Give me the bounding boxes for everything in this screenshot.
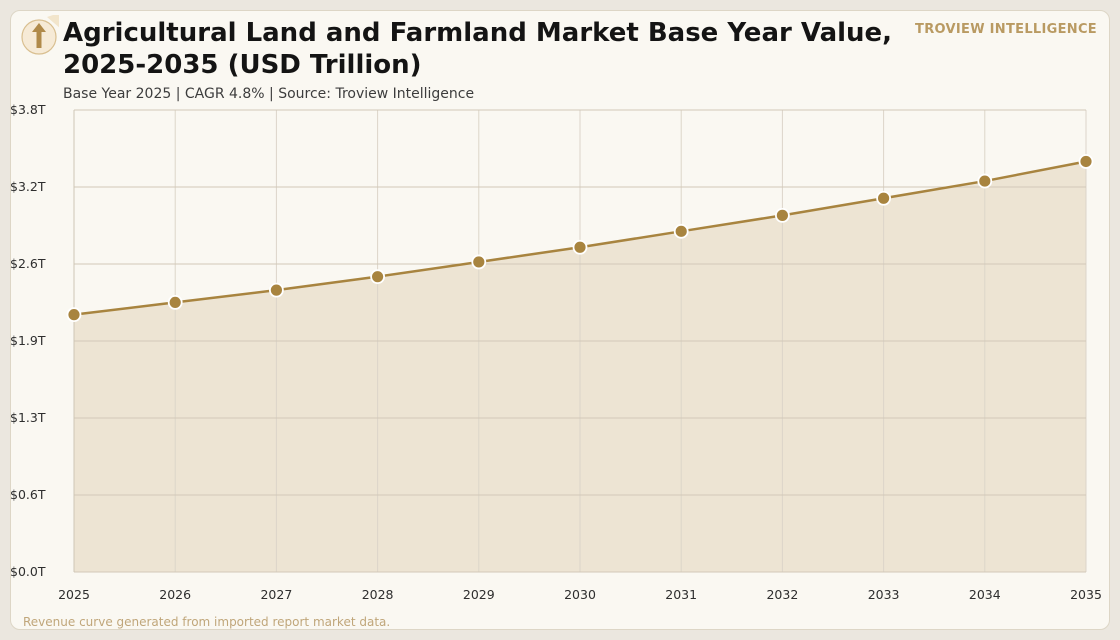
- x-tick-label: 2034: [969, 587, 1001, 602]
- x-tick-label: 2029: [463, 587, 495, 602]
- x-tick-label: 2032: [766, 587, 798, 602]
- x-tick-label: 2030: [564, 587, 596, 602]
- data-point: [572, 239, 588, 255]
- x-tick-label: 2031: [665, 587, 697, 602]
- x-tick-label: 2026: [159, 587, 191, 602]
- x-tick-label: 2033: [868, 587, 900, 602]
- y-tick-label: $1.9T: [10, 333, 46, 348]
- data-point: [775, 207, 790, 223]
- data-point: [471, 254, 487, 270]
- brand-label: TROVIEW INTELLIGENCE: [915, 22, 1097, 37]
- y-tick-label: $0.0T: [10, 564, 46, 579]
- data-point: [977, 173, 993, 189]
- data-point: [268, 282, 284, 298]
- y-tick-label: $0.6T: [10, 487, 46, 502]
- chart-title: Agricultural Land and Farmland Market Ba…: [63, 18, 893, 80]
- data-point: [673, 223, 689, 239]
- data-point: [370, 269, 386, 285]
- data-point: [167, 294, 183, 310]
- y-tick-label: $3.8T: [10, 102, 46, 117]
- x-tick-label: 2028: [362, 587, 394, 602]
- chart-subtitle: Base Year 2025 | CAGR 4.8% | Source: Tro…: [63, 86, 475, 102]
- footnote: Revenue curve generated from imported re…: [23, 615, 391, 629]
- x-tick-label: 2035: [1070, 587, 1102, 602]
- y-tick-label: $3.2T: [10, 179, 46, 194]
- y-tick-label: $2.6T: [10, 256, 46, 271]
- x-tick-label: 2027: [260, 587, 292, 602]
- x-tick-label: 2025: [58, 587, 90, 602]
- data-point: [876, 190, 891, 206]
- data-point: [1078, 154, 1094, 169]
- upward-arrow-icon: [21, 15, 59, 55]
- data-point: [66, 307, 82, 323]
- y-tick-label: $1.3T: [10, 410, 46, 425]
